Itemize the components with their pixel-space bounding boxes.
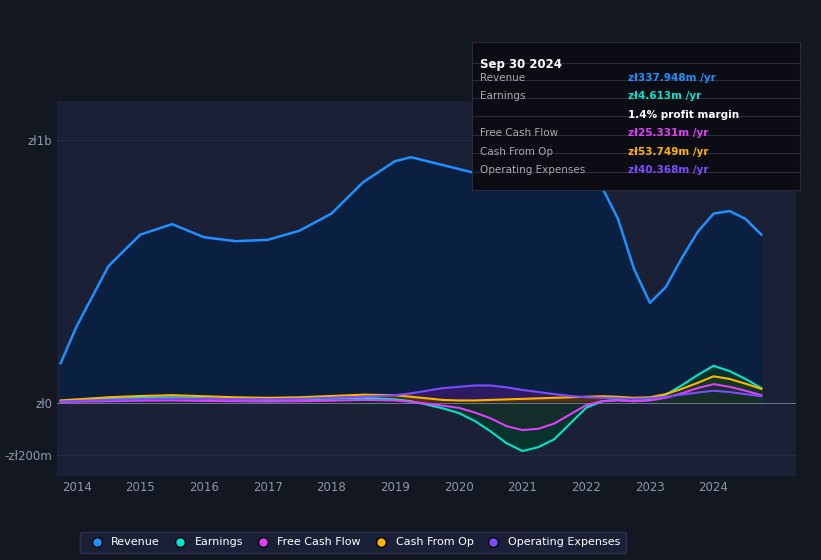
Text: Operating Expenses: Operating Expenses [480, 165, 585, 175]
Text: Free Cash Flow: Free Cash Flow [480, 128, 558, 138]
Text: Cash From Op: Cash From Op [480, 147, 553, 157]
Legend: Revenue, Earnings, Free Cash Flow, Cash From Op, Operating Expenses: Revenue, Earnings, Free Cash Flow, Cash … [80, 532, 626, 553]
Text: zł25.331m /yr: zł25.331m /yr [628, 128, 709, 138]
Text: zł40.368m /yr: zł40.368m /yr [628, 165, 709, 175]
Text: zł4.613m /yr: zł4.613m /yr [628, 91, 701, 101]
Text: Sep 30 2024: Sep 30 2024 [480, 58, 562, 71]
Text: 1.4% profit margin: 1.4% profit margin [628, 110, 739, 120]
Text: zł337.948m /yr: zł337.948m /yr [628, 73, 716, 83]
Text: Revenue: Revenue [480, 73, 525, 83]
Text: zł53.749m /yr: zł53.749m /yr [628, 147, 709, 157]
Text: Earnings: Earnings [480, 91, 525, 101]
